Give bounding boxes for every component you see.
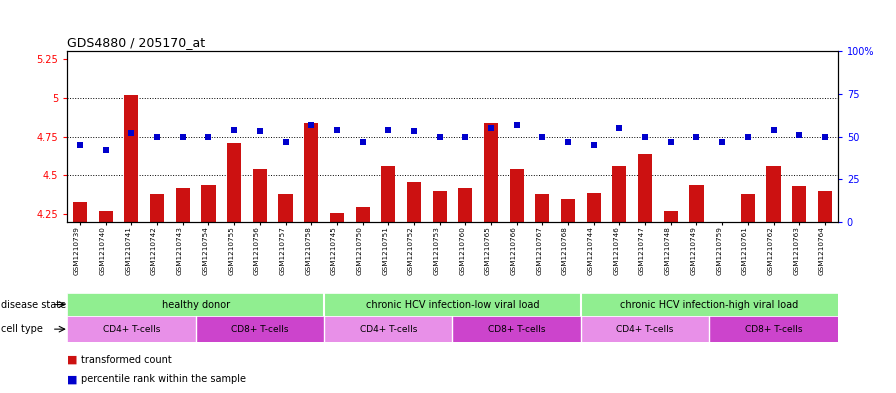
Bar <box>535 194 549 222</box>
Point <box>433 134 447 140</box>
Point <box>176 134 190 140</box>
Bar <box>381 166 395 222</box>
Text: chronic HCV infection-high viral load: chronic HCV infection-high viral load <box>620 299 798 310</box>
Point <box>330 127 344 133</box>
Point <box>612 125 626 131</box>
Bar <box>484 123 498 222</box>
Text: CD8+ T-cells: CD8+ T-cells <box>745 325 802 334</box>
Point <box>587 142 601 148</box>
Bar <box>253 169 267 222</box>
Text: CD4+ T-cells: CD4+ T-cells <box>359 325 417 334</box>
Point <box>638 134 652 140</box>
Text: healthy donor: healthy donor <box>161 299 229 310</box>
Bar <box>433 191 447 222</box>
Point <box>535 134 549 140</box>
Bar <box>458 188 472 222</box>
Bar <box>638 154 652 222</box>
Point <box>407 128 421 134</box>
Bar <box>330 213 344 222</box>
Point <box>561 139 575 145</box>
Bar <box>561 199 575 222</box>
Point <box>792 132 806 138</box>
Bar <box>612 166 626 222</box>
Text: ■: ■ <box>67 354 82 365</box>
Bar <box>710 316 838 342</box>
Bar <box>452 316 581 342</box>
Point <box>818 134 832 140</box>
Text: disease state: disease state <box>1 299 66 310</box>
Text: CD8+ T-cells: CD8+ T-cells <box>231 325 289 334</box>
Bar <box>324 316 452 342</box>
Bar <box>792 186 806 222</box>
Bar <box>202 185 216 222</box>
Text: ■: ■ <box>67 374 82 384</box>
Point <box>304 121 318 128</box>
Bar <box>818 191 832 222</box>
Bar <box>581 316 710 342</box>
Bar <box>741 194 755 222</box>
Text: CD4+ T-cells: CD4+ T-cells <box>103 325 160 334</box>
Bar <box>664 211 678 222</box>
Text: chronic HCV infection-low viral load: chronic HCV infection-low viral load <box>366 299 539 310</box>
Bar <box>587 193 601 222</box>
Point <box>279 139 293 145</box>
Bar <box>279 194 293 222</box>
Bar <box>99 211 113 222</box>
Bar <box>73 202 87 222</box>
Point <box>689 134 703 140</box>
Bar <box>67 316 195 342</box>
Point <box>484 125 498 131</box>
Point <box>356 139 370 145</box>
Point <box>125 130 139 136</box>
Point <box>253 128 267 134</box>
Point <box>766 127 780 133</box>
Point <box>741 134 755 140</box>
Bar <box>150 194 164 222</box>
Point <box>510 121 524 128</box>
Bar <box>227 143 241 222</box>
Point <box>227 127 241 133</box>
Bar <box>407 182 421 222</box>
Point <box>381 127 395 133</box>
Point <box>99 147 113 153</box>
Bar <box>324 293 581 316</box>
Bar <box>125 95 139 222</box>
Text: CD4+ T-cells: CD4+ T-cells <box>616 325 674 334</box>
Point <box>202 134 216 140</box>
Point <box>715 139 729 145</box>
Bar <box>689 185 703 222</box>
Text: transformed count: transformed count <box>81 354 171 365</box>
Bar <box>766 166 780 222</box>
Point <box>150 134 164 140</box>
Point <box>73 142 87 148</box>
Bar <box>67 293 324 316</box>
Point <box>664 139 678 145</box>
Bar <box>304 123 318 222</box>
Bar <box>510 169 524 222</box>
Bar <box>195 316 324 342</box>
Text: CD8+ T-cells: CD8+ T-cells <box>488 325 546 334</box>
Text: GDS4880 / 205170_at: GDS4880 / 205170_at <box>67 35 205 48</box>
Point <box>458 134 472 140</box>
Text: percentile rank within the sample: percentile rank within the sample <box>81 374 246 384</box>
Bar <box>176 188 190 222</box>
Bar <box>356 206 370 222</box>
Bar <box>581 293 838 316</box>
Text: cell type: cell type <box>1 324 43 334</box>
